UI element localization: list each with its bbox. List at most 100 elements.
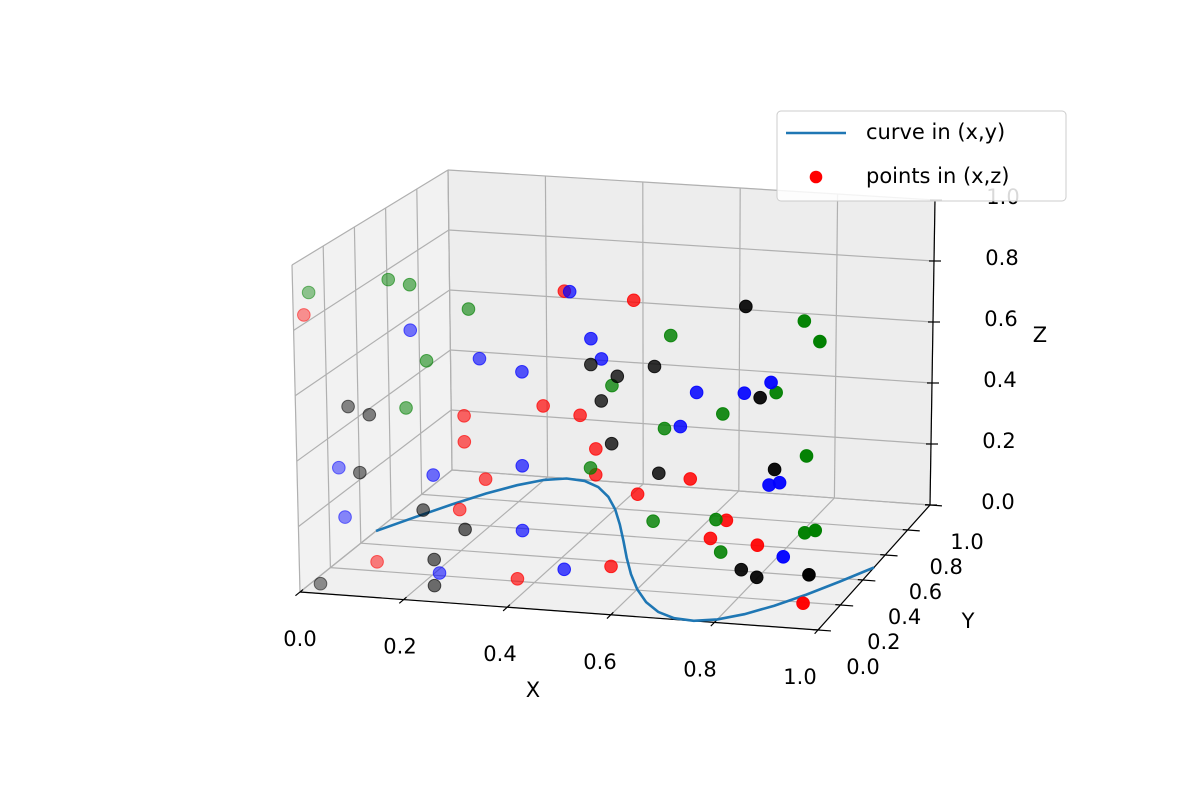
point [796, 596, 810, 611]
point [362, 407, 377, 422]
grid-line [506, 483, 644, 608]
legend-label: curve in (x,y) [866, 120, 1005, 144]
point [432, 566, 447, 580]
point [772, 475, 787, 490]
point [689, 385, 704, 400]
legend-marker [809, 170, 823, 184]
y-tick [880, 554, 898, 557]
x-tick-label: 0.8 [683, 657, 716, 681]
grid-line [291, 264, 301, 593]
grid-line [421, 493, 908, 531]
x-tick [710, 619, 718, 627]
point [813, 334, 827, 349]
grid-line [391, 518, 886, 556]
point [604, 436, 619, 451]
grid-line [330, 567, 841, 606]
legend: curve in (x,y) points in (x,z) [776, 110, 1067, 202]
z-axis-line [929, 199, 936, 506]
x-axis-line [299, 591, 819, 631]
x-tick-label: 0.6 [583, 650, 616, 674]
point [515, 365, 529, 379]
point [797, 525, 812, 540]
y-tick-label: 0.8 [929, 555, 962, 579]
grid-line [738, 187, 741, 492]
point [461, 302, 476, 316]
marks [297, 272, 875, 623]
grid-line [713, 497, 835, 623]
point [341, 399, 355, 414]
grid-line [449, 289, 934, 323]
point [515, 523, 530, 538]
point [776, 550, 791, 564]
point [426, 468, 440, 482]
point [767, 462, 782, 477]
grid-line [293, 229, 450, 331]
point [799, 449, 814, 463]
grid-line [448, 229, 935, 262]
x-tick-label: 1.0 [783, 665, 816, 689]
point [515, 458, 530, 473]
point [584, 357, 598, 372]
grid-line [450, 349, 933, 384]
point [332, 460, 346, 475]
point [663, 328, 678, 343]
y-tick-label: 0.4 [888, 605, 921, 629]
z-tick-label: 0.4 [983, 368, 1016, 392]
point [610, 369, 625, 384]
x-tick-label: 0.0 [283, 627, 316, 651]
point [457, 434, 472, 449]
x-tick [295, 589, 304, 597]
point [573, 408, 587, 423]
grid-line [385, 207, 392, 519]
grid-line [416, 188, 423, 495]
point [646, 514, 660, 528]
point [419, 354, 434, 368]
point [764, 375, 778, 390]
point [626, 293, 641, 308]
axes: 0.0 0.2 0.4 0.6 0.8 1.0 0.00.20.40.60.81.00.00… [283, 185, 1019, 689]
y-tick-label: 0.6 [909, 580, 942, 604]
grid-line [353, 226, 362, 544]
grid-line [296, 349, 451, 462]
point [536, 399, 550, 413]
point [510, 571, 525, 586]
z-tick-label: 0.8 [985, 246, 1018, 270]
point [594, 352, 609, 366]
point [647, 359, 662, 374]
point [452, 502, 467, 517]
point [651, 466, 666, 481]
point [301, 285, 316, 300]
grid-line [451, 409, 932, 445]
x-tick [502, 604, 511, 612]
point [657, 421, 672, 436]
point [750, 538, 765, 553]
point [630, 487, 645, 501]
grid-line [298, 409, 452, 528]
y-axis-label: Y [961, 609, 975, 633]
point [716, 407, 730, 421]
x-axis-label: X [526, 678, 540, 702]
z-tick-label: 0.0 [981, 490, 1014, 514]
legend-box [776, 110, 1067, 202]
grid-line [294, 289, 450, 397]
grid-line [833, 193, 839, 499]
point [472, 351, 487, 366]
point [734, 562, 749, 577]
point [402, 277, 417, 292]
point [802, 568, 816, 582]
point [753, 390, 767, 405]
grid-line [403, 476, 548, 601]
z-tick-label: 0.2 [982, 429, 1015, 453]
point [297, 308, 311, 322]
point [673, 419, 688, 434]
grid-line [610, 490, 740, 616]
y-tick [902, 529, 920, 532]
grid-line [544, 175, 549, 478]
y-tick [835, 604, 854, 607]
point [370, 555, 384, 569]
point [749, 570, 764, 585]
point [713, 545, 728, 559]
point [584, 331, 598, 346]
point [427, 578, 442, 593]
